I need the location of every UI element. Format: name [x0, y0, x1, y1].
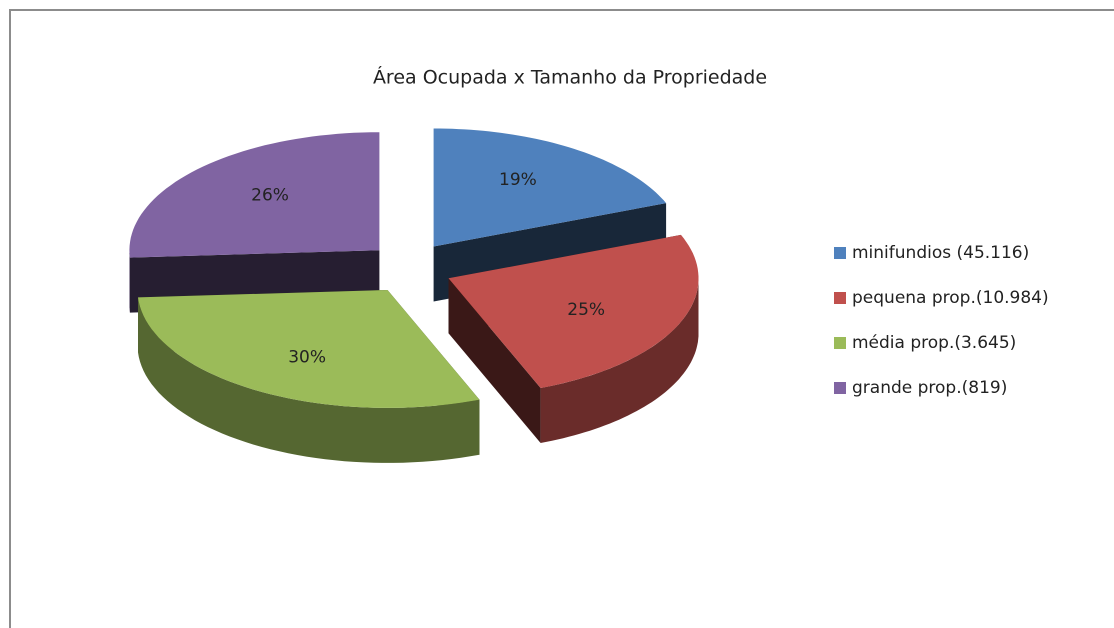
- data-label: 25%: [567, 300, 605, 320]
- slice-outer-wall: [138, 297, 480, 463]
- legend-swatch: [834, 337, 846, 349]
- legend-swatch: [834, 247, 846, 259]
- legend-swatch: [834, 382, 846, 394]
- pie-slice: [448, 234, 699, 443]
- pie-slice: [138, 290, 480, 463]
- legend-label: média prop.(3.645): [852, 333, 1016, 353]
- data-label: 19%: [499, 170, 537, 190]
- slice-top: [129, 132, 380, 258]
- slice-outer-wall: [129, 250, 130, 313]
- legend-label: minifundios (45.116): [852, 243, 1029, 263]
- slice-radial-wall: [448, 278, 541, 443]
- slice-outer-wall: [540, 278, 699, 443]
- legend-label: grande prop.(819): [852, 378, 1007, 398]
- slice-top: [138, 290, 480, 408]
- data-label: 30%: [288, 348, 326, 368]
- chart-title: Área Ocupada x Tamanho da Propriedade: [373, 66, 767, 89]
- data-label: 26%: [251, 185, 289, 205]
- legend-swatch: [834, 292, 846, 304]
- slice-top: [433, 128, 667, 247]
- legend-label: pequena prop.(10.984): [852, 288, 1049, 308]
- slice-top: [448, 234, 699, 388]
